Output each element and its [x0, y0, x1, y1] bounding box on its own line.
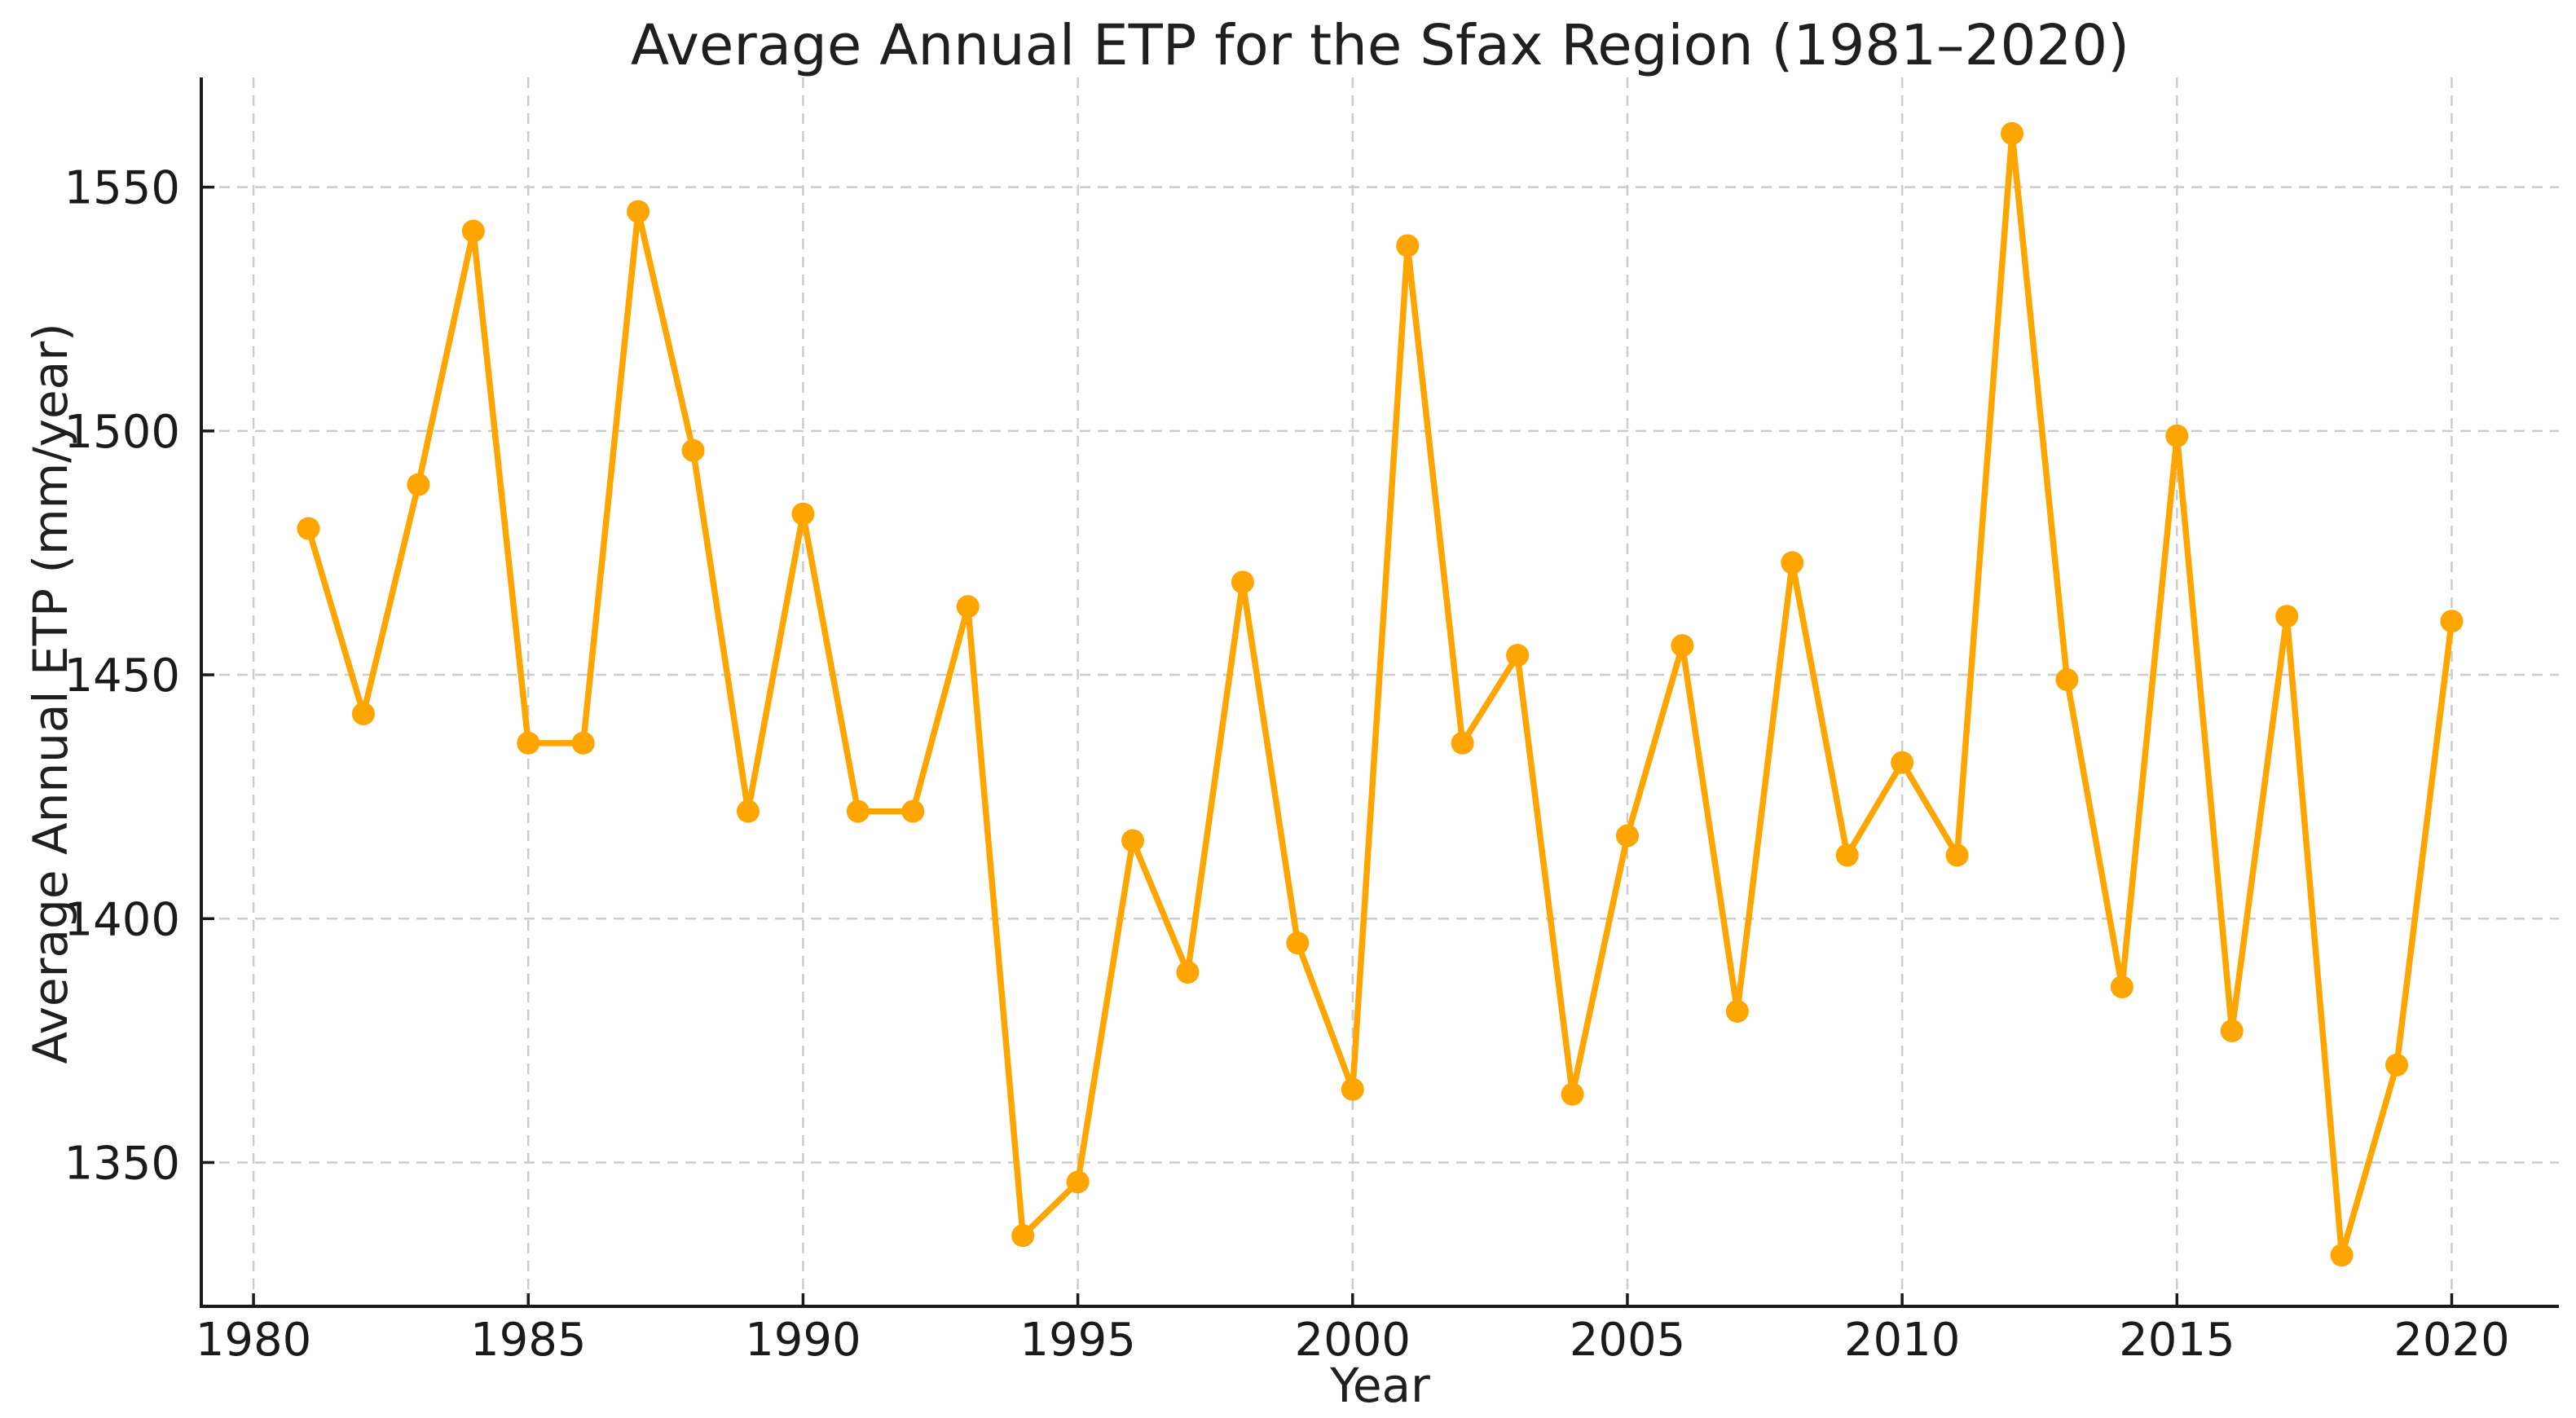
data-point-1989 [736, 799, 760, 823]
y-tick-label: 1450 [64, 650, 180, 702]
data-point-2010 [1891, 751, 1914, 774]
data-point-1983 [407, 473, 430, 496]
data-point-1993 [956, 595, 980, 619]
data-point-2017 [2275, 605, 2299, 628]
data-point-2002 [1451, 731, 1474, 755]
data-point-1986 [571, 731, 595, 755]
x-tick-label: 1980 [196, 1314, 312, 1367]
y-tick-label: 1400 [64, 893, 180, 946]
data-point-1985 [517, 731, 540, 755]
data-point-1997 [1176, 961, 1200, 984]
data-point-1991 [846, 799, 870, 823]
data-point-1990 [791, 502, 815, 526]
data-point-1984 [461, 219, 485, 243]
data-point-2006 [1671, 634, 1694, 658]
data-point-1994 [1011, 1224, 1035, 1248]
data-point-2016 [2220, 1019, 2244, 1042]
data-point-1992 [901, 799, 925, 823]
data-point-2012 [2001, 121, 2024, 145]
data-point-2001 [1396, 234, 1420, 258]
data-point-2015 [2165, 424, 2189, 447]
data-point-2013 [2055, 668, 2079, 692]
data-point-1987 [627, 200, 650, 223]
data-point-2014 [2110, 975, 2133, 999]
data-point-2019 [2385, 1053, 2409, 1077]
data-point-1996 [1121, 829, 1145, 852]
y-axis-title: Average Annual ETP (mm/year) [23, 323, 78, 1064]
data-point-1982 [351, 702, 375, 725]
data-point-2011 [1945, 843, 1969, 867]
y-tick-label: 1350 [64, 1137, 180, 1190]
data-point-2003 [1506, 644, 1530, 667]
data-point-2009 [1835, 843, 1859, 867]
x-tick-label: 1995 [1019, 1314, 1136, 1367]
data-point-2007 [1725, 999, 1749, 1023]
x-tick-label: 1985 [470, 1314, 587, 1367]
x-tick-label: 2015 [2119, 1314, 2235, 1367]
data-point-1999 [1286, 931, 1310, 955]
data-point-2004 [1561, 1082, 1584, 1106]
data-point-1995 [1066, 1170, 1090, 1194]
data-point-1998 [1231, 570, 1254, 594]
y-tick-label: 1550 [64, 162, 180, 215]
data-point-2005 [1615, 824, 1639, 848]
data-point-2020 [2440, 610, 2464, 633]
x-tick-label: 2020 [2393, 1314, 2510, 1367]
data-point-2018 [2330, 1244, 2354, 1267]
data-point-2000 [1341, 1077, 1364, 1101]
x-tick-label: 2000 [1295, 1314, 1411, 1367]
y-tick-label: 1500 [64, 406, 180, 459]
data-point-2008 [1781, 551, 1804, 575]
chart-title: Average Annual ETP for the Sfax Region (… [630, 13, 2130, 78]
x-axis-title: Year [1330, 1358, 1430, 1413]
x-tick-label: 1990 [745, 1314, 861, 1367]
etp-data-line [305, 130, 2455, 1258]
data-point-1988 [681, 438, 705, 462]
data-point-1981 [297, 517, 320, 540]
x-tick-label: 2005 [1570, 1314, 1686, 1367]
x-tick-label: 2010 [1844, 1314, 1961, 1367]
